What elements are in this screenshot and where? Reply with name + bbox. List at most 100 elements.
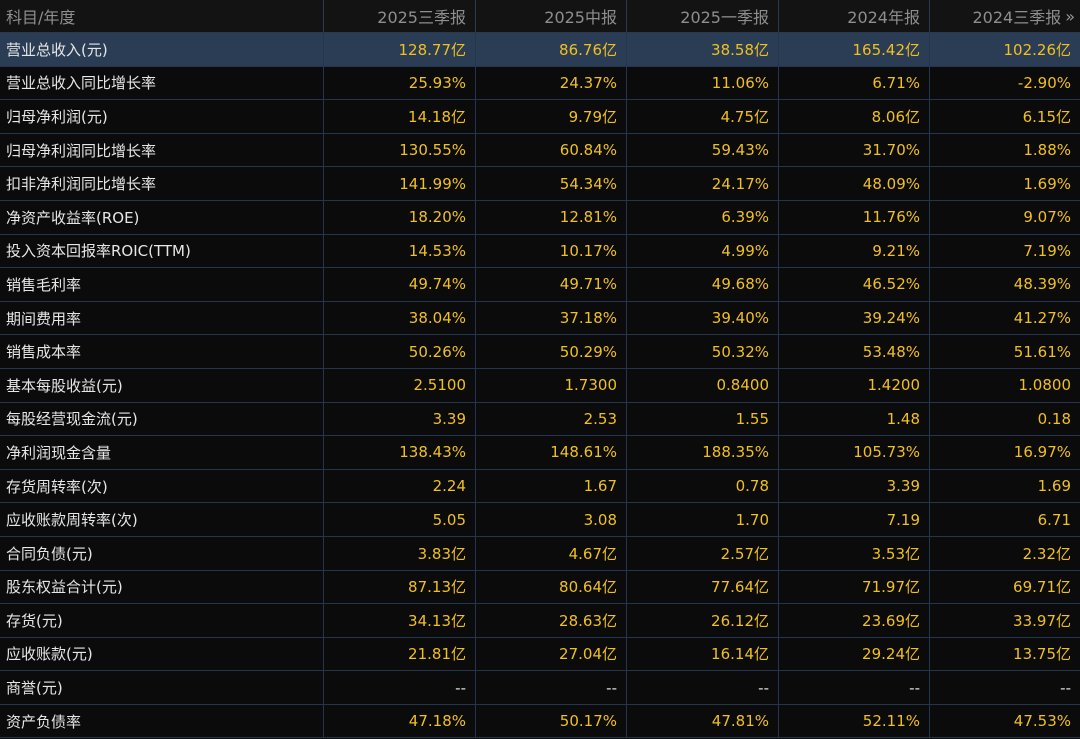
table-row[interactable]: 存货(元) 34.13亿 28.63亿 26.12亿 23.69亿 33.97亿	[0, 604, 1080, 638]
row-label: 期间费用率	[0, 301, 324, 335]
value-cell: 5.05	[324, 503, 476, 536]
value-cell: 0.8400	[627, 368, 779, 402]
value-cell: 49.74%	[324, 268, 476, 301]
row-label: 基本每股收益(元)	[0, 368, 324, 402]
value-cell: 33.97亿	[1013, 611, 1071, 630]
value-cell: 29.24亿	[779, 637, 930, 671]
value-cell: 8.06亿	[779, 100, 930, 133]
value-cell: 24.37%	[476, 66, 627, 100]
value-cell: 138.43%	[324, 436, 476, 469]
table-row[interactable]: 商誉(元) -- -- -- -- --	[0, 671, 1080, 705]
value-cell: -2.90%	[1017, 73, 1071, 92]
value-cell: 4.67亿	[476, 536, 627, 570]
table-row[interactable]: 归母净利润同比增长率 130.55% 60.84% 59.43% 31.70% 1.88%	[0, 133, 1080, 168]
period-header-2025q3[interactable]: 2025三季报	[324, 0, 476, 32]
value-cell: 50.29%	[476, 335, 627, 368]
table-row[interactable]: 合同负债(元) 3.83亿 4.67亿 2.57亿 3.53亿 2.32亿	[0, 536, 1080, 571]
table-row[interactable]: 资产负债率 47.18% 50.17% 47.81% 52.11% 47.53%	[0, 704, 1080, 739]
row-label: 销售毛利率	[0, 268, 324, 301]
value-cell: 54.34%	[476, 167, 627, 200]
row-label: 股东权益合计(元)	[0, 570, 324, 604]
value-cell: 2.5100	[324, 368, 476, 402]
value-cell: 49.71%	[476, 268, 627, 301]
table-row[interactable]: 净资产收益率(ROE) 18.20% 12.81% 6.39% 11.76% 9.07%	[0, 200, 1080, 235]
value-cell: 80.64亿	[476, 570, 627, 604]
value-cell: 12.81%	[476, 200, 627, 234]
value-cell: 11.06%	[627, 66, 779, 100]
value-cell: 13.75亿	[1013, 645, 1071, 664]
period-header-2025q1[interactable]: 2025一季报	[627, 0, 779, 32]
value-cell: 26.12亿	[627, 604, 779, 637]
value-cell: --	[779, 671, 930, 704]
row-label: 投入资本回报率ROIC(TTM)	[0, 234, 324, 268]
row-label: 净资产收益率(ROE)	[0, 200, 324, 234]
value-cell: 3.83亿	[324, 536, 476, 570]
table-row[interactable]: 营业总收入同比增长率 25.93% 24.37% 11.06% 6.71% -2.90%	[0, 66, 1080, 101]
row-label: 归母净利润(元)	[0, 100, 324, 133]
value-cell: 10.17%	[476, 234, 627, 268]
value-cell: --	[476, 671, 627, 704]
value-cell: 49.68%	[627, 268, 779, 301]
value-cell: 7.19%	[1023, 241, 1071, 260]
value-cell: 77.64亿	[627, 570, 779, 604]
value-cell: 1.69%	[1023, 174, 1071, 193]
row-label: 合同负债(元)	[0, 536, 324, 570]
value-cell: 105.73%	[779, 436, 930, 469]
value-cell: 25.93%	[324, 66, 476, 100]
period-header-2024q3[interactable]: 2024三季报 »	[930, 0, 1080, 32]
value-cell: 87.13亿	[324, 570, 476, 604]
table-row[interactable]: 归母净利润(元) 14.18亿 9.79亿 4.75亿 8.06亿 6.15亿	[0, 100, 1080, 134]
value-cell: 148.61%	[476, 436, 627, 469]
table-row[interactable]: 应收账款周转率(次) 5.05 3.08 1.70 7.19 6.71	[0, 503, 1080, 537]
value-cell: 39.40%	[627, 301, 779, 335]
value-cell: 23.69亿	[779, 604, 930, 637]
value-cell: 16.14亿	[627, 637, 779, 671]
value-cell: 0.18	[1037, 409, 1071, 428]
period-header-2025h1[interactable]: 2025中报	[476, 0, 627, 32]
value-cell: 46.52%	[779, 268, 930, 301]
table-row[interactable]: 销售毛利率 49.74% 49.71% 49.68% 46.52% 48.39%	[0, 268, 1080, 302]
value-cell: 165.42亿	[779, 33, 930, 66]
value-cell: 9.07%	[1023, 208, 1071, 227]
value-cell: 1.0800	[1018, 376, 1072, 395]
value-cell: 31.70%	[779, 133, 930, 167]
table-row[interactable]: 存货周转率(次) 2.24 1.67 0.78 3.39 1.69	[0, 469, 1080, 504]
scroll-more-icon[interactable]: »	[1065, 6, 1075, 26]
value-cell: 3.08	[476, 503, 627, 536]
value-cell: 60.84%	[476, 133, 627, 167]
table-row[interactable]: 销售成本率 50.26% 50.29% 50.32% 53.48% 51.61%	[0, 335, 1080, 369]
row-label: 归母净利润同比增长率	[0, 133, 324, 167]
value-cell: 3.53亿	[779, 536, 930, 570]
value-cell: 27.04亿	[476, 637, 627, 671]
table-row[interactable]: 营业总收入(元) 128.77亿 86.76亿 38.58亿 165.42亿 102.26…	[0, 33, 1080, 67]
period-header-2024fy[interactable]: 2024年报	[779, 0, 930, 32]
table-row[interactable]: 扣非净利润同比增长率 141.99% 54.34% 24.17% 48.09% 1.69%	[0, 167, 1080, 201]
value-cell: 48.09%	[779, 167, 930, 200]
value-cell: 2.24	[324, 469, 476, 503]
table-row[interactable]: 期间费用率 38.04% 37.18% 39.40% 39.24% 41.27%	[0, 301, 1080, 336]
value-cell: 14.53%	[324, 234, 476, 268]
table-row[interactable]: 投入资本回报率ROIC(TTM) 14.53% 10.17% 4.99% 9.21% 7.…	[0, 234, 1080, 269]
row-label: 资产负债率	[0, 704, 324, 738]
value-cell: 2.57亿	[627, 536, 779, 570]
value-cell: 21.81亿	[324, 637, 476, 671]
value-cell: 41.27%	[1013, 309, 1071, 328]
row-label: 净利润现金含量	[0, 436, 324, 469]
value-cell: 69.71亿	[1013, 578, 1071, 597]
table-row[interactable]: 应收账款(元) 21.81亿 27.04亿 16.14亿 29.24亿 13.75亿	[0, 637, 1080, 672]
value-cell: 52.11%	[779, 704, 930, 738]
table-row[interactable]: 每股经营现金流(元) 3.39 2.53 1.55 1.48 0.18	[0, 402, 1080, 437]
header-label: 科目/年度	[0, 0, 324, 32]
table-row[interactable]: 净利润现金含量 138.43% 148.61% 188.35% 105.73% 16.97…	[0, 436, 1080, 470]
value-cell: 7.19	[779, 503, 930, 536]
value-cell: 141.99%	[324, 167, 476, 200]
value-cell: 24.17%	[627, 167, 779, 200]
table-row[interactable]: 基本每股收益(元) 2.5100 1.7300 0.8400 1.4200 1.0800	[0, 368, 1080, 403]
value-cell: 9.21%	[779, 234, 930, 268]
row-label: 营业总收入同比增长率	[0, 66, 324, 100]
table-row[interactable]: 股东权益合计(元) 87.13亿 80.64亿 77.64亿 71.97亿 69.71亿	[0, 570, 1080, 605]
table-body: 营业总收入(元) 128.77亿 86.76亿 38.58亿 165.42亿 102.26…	[0, 33, 1080, 739]
value-cell: 2.32亿	[1022, 544, 1071, 563]
value-cell: 188.35%	[627, 436, 779, 469]
